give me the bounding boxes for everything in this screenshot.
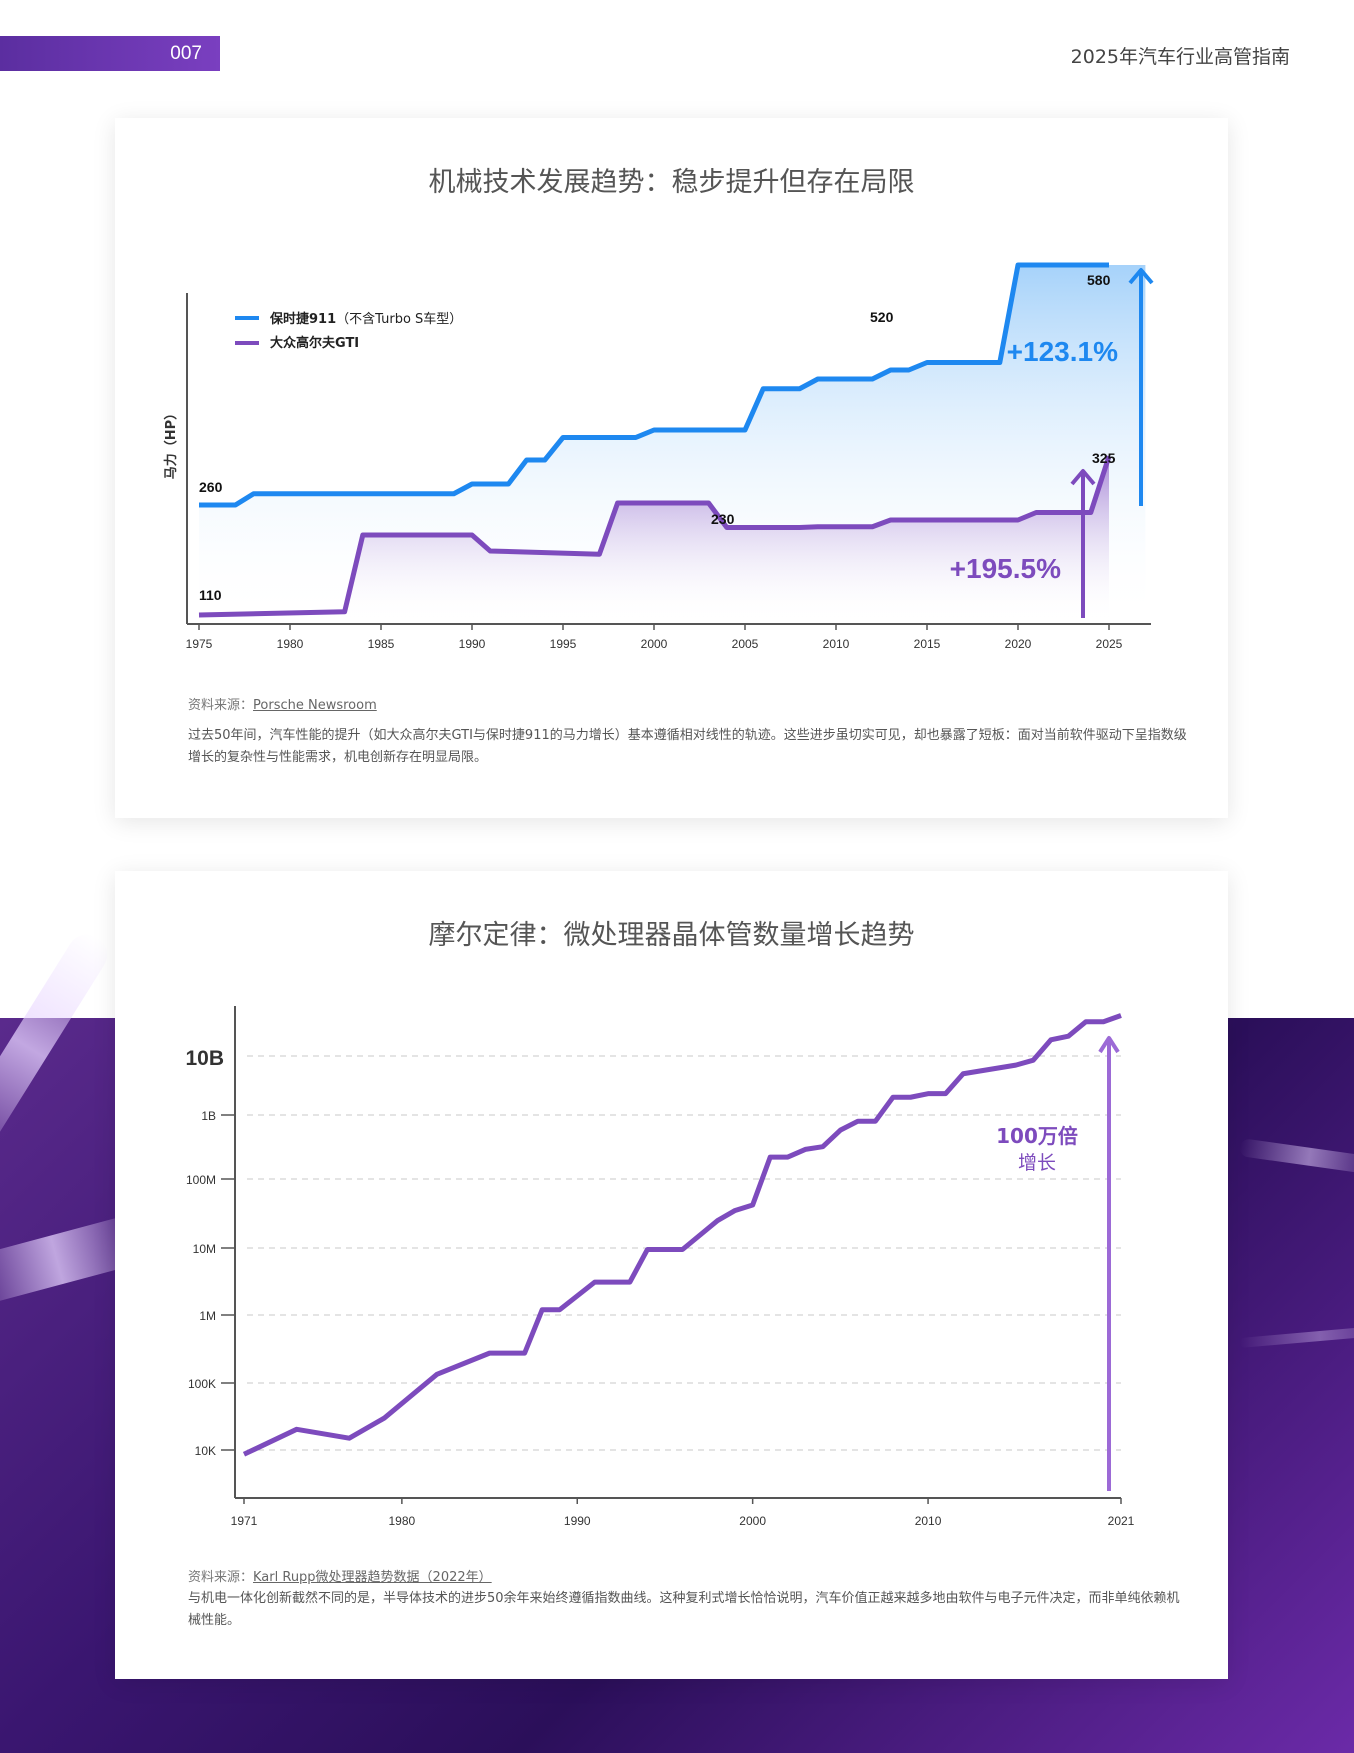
x-tick-label: 1985 [368,637,395,651]
gti-line [198,455,1112,618]
x-tick-label: 1980 [277,637,304,651]
x-tick-label: 1975 [186,637,213,651]
moores-law-chart: 10K 100K 1M 10M 100M 1B 10B 1971 1980 1990 2000 201… [185,1006,1135,1528]
source-label: 资料来源： [188,1570,254,1585]
y-tick-label: 100K [188,1377,216,1391]
x-tick-label: 2000 [739,1514,766,1528]
horsepower-chart: 马力（HP） 1975 1980 1985 1990 1995 2000 2005 2010 20… [163,262,1154,651]
porsche-line [199,262,1109,508]
gti-start-label: 110 [199,587,222,603]
porsche-start-label: 260 [199,479,223,495]
x-tick-label: 1980 [389,1514,416,1528]
x-tick-label: 1971 [231,1514,258,1528]
x-tick-label: 2010 [915,1514,942,1528]
x-tick-label: 2025 [1096,637,1123,651]
x-tick-label: 1990 [564,1514,591,1528]
gti-mid-label: 230 [711,511,735,527]
x-tick-label: 2021 [1108,1514,1135,1528]
growth-annotation-label: 增长 [1018,1152,1056,1174]
x-tick-label: 2015 [914,637,941,651]
gti-area [199,456,1109,622]
x-tick-label: 2010 [823,637,850,651]
x-tick-label: 1990 [459,637,486,651]
source-label: 资料来源： [188,698,254,713]
legend-label-porsche: 保时捷911（不含Turbo S车型） [269,311,462,327]
chart-description: 过去50年间，汽车性能的提升（如大众高尔夫GTI与保时捷911的马力增长）基本遵… [188,728,1187,765]
x-tick-label: 2020 [1005,637,1032,651]
chart-description: 与机电一体化创新截然不同的是，半导体技术的进步50余年来始终遵循指数曲线。这种复… [188,1591,1180,1628]
y-tick-label: 1B [201,1109,216,1123]
x-tick-label: 2000 [641,637,668,651]
chart-title: 机械技术发展趋势：稳步提升但存在局限 [428,167,915,198]
legend-note-porsche: （不含Turbo S车型） [336,311,462,327]
source-link[interactable]: Karl Rupp微处理器趋势数据（2022年） [253,1570,492,1585]
y-tick-label: 10B [185,1047,224,1070]
growth-annotation-value: 100万倍 [996,1124,1078,1148]
x-tick-label: 2005 [732,637,759,651]
y-tick-label: 1M [199,1309,216,1323]
horsepower-chart-card: 机械技术发展趋势：稳步提升但存在局限 马力（HP） 1975 1980 1985 199… [115,118,1228,818]
source-line: 资料来源：Porsche Newsroom [188,694,377,713]
porsche-growth-arrow-head [1128,268,1154,285]
x-tick-label: 1995 [550,637,577,651]
gti-growth-label: +195.5% [950,553,1061,584]
page-number: 007 [0,36,220,71]
chart-title: 摩尔定律：微处理器晶体管数量增长趋势 [428,920,915,951]
y-tick-label: 10M [193,1242,216,1256]
transistor-count-line [242,1013,1122,1457]
porsche-mid-label: 520 [870,309,894,325]
source-line: 资料来源：Karl Rupp微处理器趋势数据（2022年） [188,1566,492,1585]
page-header-title: 2025年汽车行业高管指南 [1070,46,1290,68]
moores-law-chart-card: 摩尔定律：微处理器晶体管数量增长趋势 10K 100K 1M 10M 100M 1B 10B… [115,871,1228,1679]
y-tick-label: 100M [186,1173,216,1187]
y-tick-label: 10K [195,1444,216,1458]
legend-name-porsche: 保时捷911 [269,311,336,327]
legend-label-gti: 大众高尔夫GTI [270,335,359,351]
gti-end-label: 325 [1092,450,1116,466]
gti-growth-arrow-head [1070,469,1096,486]
y-axis-label: 马力（HP） [163,407,179,479]
source-link[interactable]: Porsche Newsroom [253,698,377,713]
growth-arrow-head [1098,1036,1120,1054]
porsche-growth-label: +123.1% [1007,336,1118,367]
porsche-end-label: 580 [1087,272,1111,288]
